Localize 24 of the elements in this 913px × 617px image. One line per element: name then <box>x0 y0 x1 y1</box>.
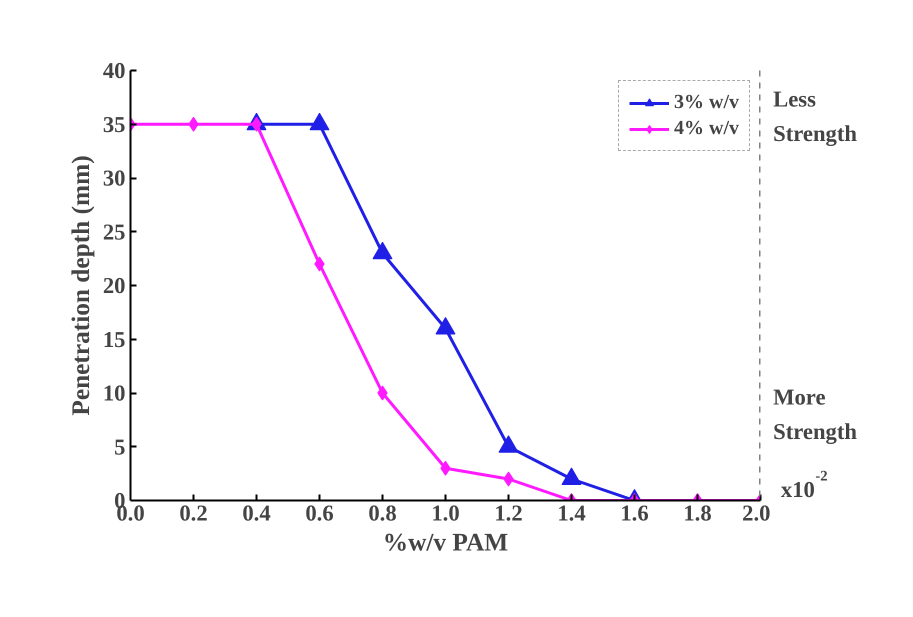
y-tick-label: 30 <box>102 166 126 190</box>
y-tick-label: 25 <box>102 219 126 244</box>
x-tick-label: 1.2 <box>494 500 523 526</box>
text: Less Strength <box>773 86 858 146</box>
legend-label: 4% w/v <box>674 117 739 140</box>
y-tick-label: 20 <box>102 273 126 298</box>
text: More Strength <box>773 384 858 444</box>
legend-label: 3% w/v <box>674 91 739 114</box>
y-tick-label: 5 <box>114 434 126 460</box>
x-tick-label: 0.2 <box>179 500 208 526</box>
x-tick-label: 1.8 <box>683 500 712 526</box>
x-tick-label: 1.4 <box>557 500 586 526</box>
x-tick-label: 0.8 <box>368 500 397 526</box>
y-tick-label: 15 <box>102 326 126 352</box>
y-tick-label: 10 <box>102 380 126 406</box>
y-tick-label: 35 <box>102 112 126 137</box>
y-tick-label: 40 <box>102 58 126 83</box>
y-axis-title: Penetration depth (mm) <box>66 155 95 416</box>
x-tick-label: 1.6 <box>620 500 649 526</box>
x-tick-label: 1.0 <box>431 500 460 526</box>
x-tick-label: 0.6 <box>305 500 334 526</box>
x-tick-label: 0.4 <box>242 500 271 526</box>
x-axis-title: %w/v PAM <box>382 528 508 556</box>
x-tick-label: 2.0 <box>742 500 771 526</box>
